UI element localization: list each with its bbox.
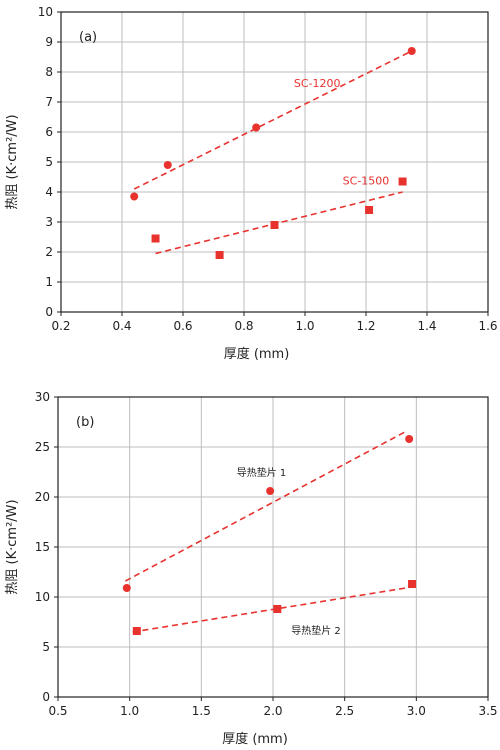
data-point-square xyxy=(273,605,282,613)
trend-line-series-1 xyxy=(155,191,403,255)
data-point-square xyxy=(151,234,160,243)
y-tick-label: 5 xyxy=(45,155,53,169)
y-tick-label: 10 xyxy=(38,5,53,19)
trend-line-series-1 xyxy=(132,586,413,633)
y-tick-label: 0 xyxy=(45,305,53,319)
y-tick-label: 3 xyxy=(45,215,53,229)
data-point-circle xyxy=(252,123,261,132)
x-axis-label: 厚度 (mm) xyxy=(224,346,290,362)
y-tick-label: 4 xyxy=(45,185,53,199)
y-tick-label: 10 xyxy=(35,590,50,604)
data-point-square xyxy=(365,206,374,214)
series-annotation: 导热垫片 2 xyxy=(291,624,341,637)
data-point-square xyxy=(398,177,407,186)
data-point-circle xyxy=(130,192,139,201)
x-tick-label: 1.0 xyxy=(295,319,314,333)
y-tick-label: 8 xyxy=(45,65,53,79)
x-tick-label: 1.5 xyxy=(192,704,211,718)
y-tick-label: 25 xyxy=(35,440,50,454)
x-tick-label: 0.4 xyxy=(112,319,131,333)
x-tick-label: 2.5 xyxy=(335,704,354,718)
panel-label: (b) xyxy=(76,415,94,430)
chart-panel-1: 0.5 1.0 1.5 2.0 2.5 3.0 3.5 0 5 10 15 20 25 30 厚度 (mm)… xyxy=(5,390,498,747)
x-tick-label: 1.6 xyxy=(478,319,497,333)
data-point-circle xyxy=(405,435,414,443)
y-tick-label: 2 xyxy=(45,245,53,259)
y-tick-label: 15 xyxy=(35,540,50,554)
trend-line-series-0 xyxy=(124,431,406,582)
x-tick-label: 2.0 xyxy=(263,704,282,718)
data-point-square xyxy=(408,580,417,588)
x-tick-label: 1.2 xyxy=(356,319,375,333)
x-tick-label: 0.6 xyxy=(173,319,192,333)
x-tick-label: 0.2 xyxy=(51,319,70,333)
data-point-circle xyxy=(266,487,275,495)
y-tick-label: 7 xyxy=(45,95,53,109)
y-tick-label: 0 xyxy=(42,690,50,704)
y-tick-label: 20 xyxy=(35,490,50,504)
data-point-square xyxy=(215,251,224,259)
trend-line-series-0 xyxy=(133,50,413,190)
data-point-circle xyxy=(122,584,131,592)
y-axis-label: 热阻 (K·cm²/W) xyxy=(5,114,20,209)
x-tick-label: 3.5 xyxy=(478,704,497,718)
data-point-circle xyxy=(407,47,416,55)
panel-label: (a) xyxy=(79,30,97,45)
x-tick-label: 0.5 xyxy=(48,704,67,718)
chart-panel-0: 0.2 0.4 0.6 0.8 1.0 1.2 1.4 1.6 0 1 2 3 4 5 6 7 8 9 10 厚度 (… xyxy=(5,5,498,362)
y-axis-label: 热阻 (K·cm²/W) xyxy=(5,499,20,594)
data-point-square xyxy=(270,221,279,229)
y-tick-label: 30 xyxy=(35,390,50,404)
y-tick-label: 6 xyxy=(45,125,53,139)
x-tick-label: 3.0 xyxy=(407,704,426,718)
x-tick-label: 1.0 xyxy=(120,704,139,718)
x-tick-label: 1.4 xyxy=(417,319,436,333)
x-tick-label: 0.8 xyxy=(234,319,253,333)
x-axis-label: 厚度 (mm) xyxy=(222,731,288,747)
series-annotation: SC-1200 xyxy=(294,77,341,90)
data-point-circle xyxy=(163,161,172,169)
y-tick-label: 5 xyxy=(42,640,50,654)
series-annotation: 导热垫片 1 xyxy=(237,466,287,479)
y-tick-label: 9 xyxy=(45,35,53,49)
series-annotation: SC-1500 xyxy=(343,175,390,188)
data-point-square xyxy=(132,627,141,635)
y-tick-label: 1 xyxy=(45,275,53,289)
